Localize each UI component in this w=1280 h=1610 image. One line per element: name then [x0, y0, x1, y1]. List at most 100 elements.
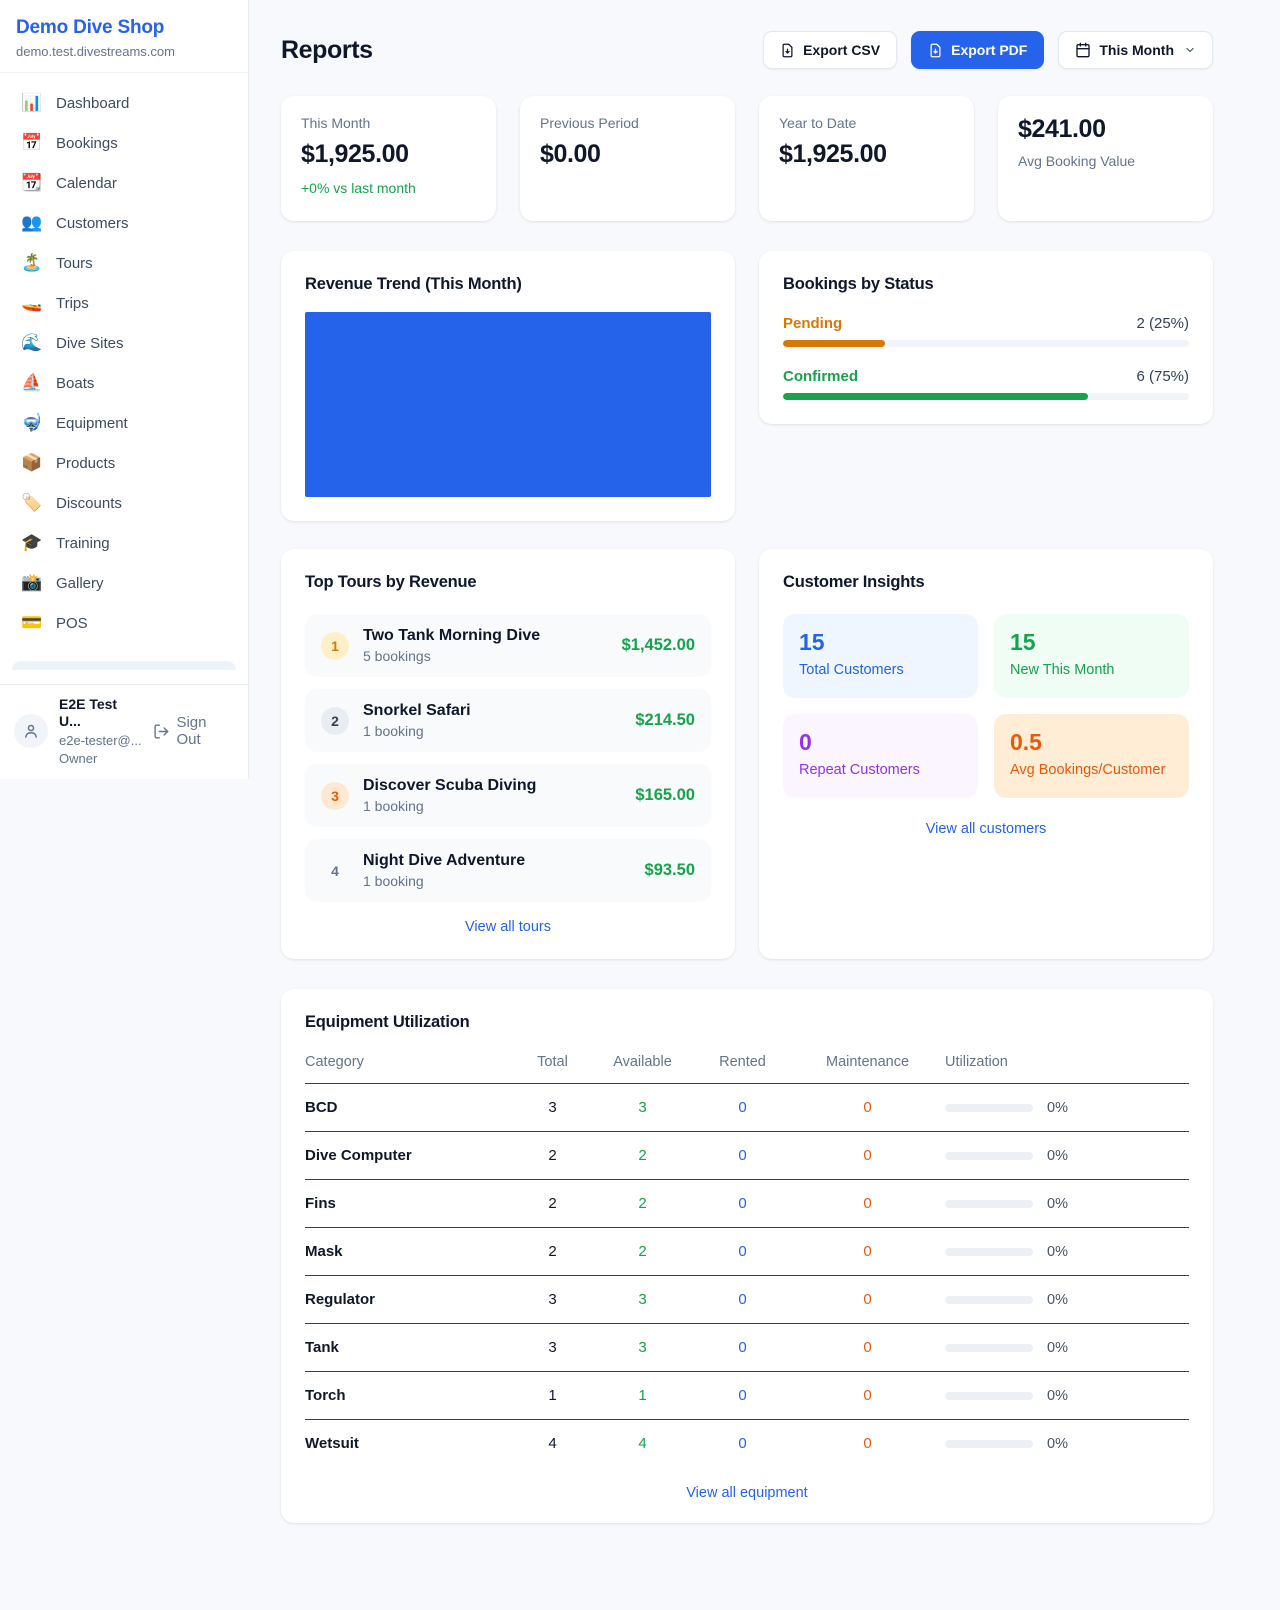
status-label: Confirmed [783, 368, 858, 385]
stat-delta: +0% vs last month [301, 180, 416, 196]
sidebar-item-reports-active[interactable] [12, 661, 236, 670]
cell-category: Dive Computer [305, 1131, 505, 1180]
table-row: Tank 3 3 0 0 0% [305, 1323, 1189, 1372]
sidebar-item-training[interactable]: 🎓 Training [12, 523, 236, 563]
utilization-percent: 0% [1047, 1195, 1068, 1212]
insight-tile-new-this-month: 15 New This Month [994, 614, 1189, 698]
sidebar-item-gallery[interactable]: 📸 Gallery [12, 563, 236, 603]
sidebar-item-calendar[interactable]: 📆 Calendar [12, 163, 236, 203]
table-row: Torch 1 1 0 0 0% [305, 1371, 1189, 1420]
brand-domain: demo.test.divestreams.com [16, 44, 175, 59]
rank-badge: 2 [321, 706, 349, 735]
sidebar-item-label: Dive Sites [56, 334, 124, 352]
utilization-bar [945, 1391, 1033, 1400]
sidebar-user-footer: E2E Test U... e2e-tester@... Owner Sign … [0, 683, 248, 780]
sidebar-item-dashboard[interactable]: 📊 Dashboard [12, 83, 236, 123]
table-row: Dive Computer 2 2 0 0 0% [305, 1131, 1189, 1180]
sidebar-item-trips[interactable]: 🚤 Trips [12, 283, 236, 323]
avatar [14, 714, 48, 749]
stat-label: Avg Booking Value [1018, 153, 1136, 169]
speedboat-icon: 🚤 [21, 293, 43, 312]
cell-total: 4 [548, 1435, 557, 1453]
sidebar-item-tours[interactable]: 🏝️ Tours [12, 243, 236, 283]
status-label: Pending [783, 315, 843, 332]
insights-row: Top Tours by Revenue 1 Two Tank Morning … [281, 549, 1213, 959]
cell-category: Fins [305, 1179, 505, 1228]
cell-utilization: 0% [935, 1371, 1189, 1420]
bookings-status-title: Bookings by Status [783, 275, 934, 293]
sidebar-item-label: Calendar [56, 174, 117, 192]
period-dropdown[interactable]: This Month [1058, 31, 1213, 69]
stat-card-this-month: This Month $1,925.00 +0% vs last month [281, 96, 496, 221]
tour-bookings: 5 bookings [363, 648, 431, 664]
sidebar-item-discounts[interactable]: 🏷️ Discounts [12, 483, 236, 523]
stat-cards: This Month $1,925.00 +0% vs last month P… [281, 96, 1213, 221]
utilization-percent: 0% [1047, 1339, 1068, 1356]
sign-out-icon [154, 724, 169, 739]
stat-label: Year to Date [779, 115, 857, 131]
export-csv-button[interactable]: Export CSV [763, 31, 898, 69]
view-all-equipment-link[interactable]: View all equipment [686, 1484, 808, 1501]
sidebar-item-equipment[interactable]: 🤿 Equipment [12, 403, 236, 443]
revenue-trend-title: Revenue Trend (This Month) [305, 275, 522, 293]
insight-label: Total Customers [799, 662, 904, 678]
utilization-percent: 0% [1047, 1147, 1068, 1164]
sidebar-item-label: Boats [56, 374, 95, 392]
sidebar-item-dive-sites[interactable]: 🌊 Dive Sites [12, 323, 236, 363]
diving-mask-icon: 🤿 [21, 413, 43, 432]
bookings-status-panel: Bookings by Status Pending 2 (25%) Confi… [759, 251, 1213, 424]
insight-value: 15 [799, 629, 825, 655]
cell-rented: 0 [685, 1323, 800, 1372]
status-progress-track [783, 340, 1189, 347]
person-icon [25, 724, 37, 738]
insight-label: Repeat Customers [799, 762, 920, 778]
cell-utilization: 0% [935, 1420, 1189, 1468]
cell-available: 1 [600, 1371, 685, 1420]
cell-rented: 0 [685, 1275, 800, 1324]
view-all-tours-link[interactable]: View all tours [465, 919, 551, 935]
cell-utilization: 0% [935, 1131, 1189, 1180]
revenue-trend-panel: Revenue Trend (This Month) [281, 251, 735, 521]
cell-available: 3 [600, 1275, 685, 1324]
sidebar: Demo Dive Shop demo.test.divestreams.com… [0, 0, 249, 779]
sidebar-item-pos[interactable]: 💳 POS [12, 603, 236, 643]
table-row: BCD 3 3 0 0 0% [305, 1083, 1189, 1132]
sidebar-item-label: POS [56, 614, 88, 632]
utilization-bar [945, 1199, 1033, 1208]
chevron-down-icon [1186, 47, 1194, 53]
cell-total: 2 [505, 1131, 600, 1180]
sailboat-icon: ⛵ [21, 373, 43, 392]
view-all-customers-link[interactable]: View all customers [925, 821, 1047, 837]
customer-insights-panel: Customer Insights 15 Total Customers 15 … [759, 549, 1213, 959]
export-pdf-button[interactable]: Export PDF [911, 31, 1045, 69]
sidebar-item-boats[interactable]: ⛵ Boats [12, 363, 236, 403]
utilization-percent: 0% [1047, 1291, 1068, 1308]
cell-total: 3 [505, 1083, 600, 1132]
insight-label: Avg Bookings/Customer [1010, 762, 1166, 778]
cell-maintenance: 0 [863, 1435, 872, 1453]
tour-revenue: $214.50 [635, 711, 695, 729]
sidebar-item-bookings[interactable]: 📅 Bookings [12, 123, 236, 163]
cell-total: 3 [505, 1323, 600, 1372]
sidebar-item-customers[interactable]: 👥 Customers [12, 203, 236, 243]
cell-total: 2 [505, 1227, 600, 1276]
export-pdf-label: Export PDF [951, 42, 1028, 58]
tour-revenue: $165.00 [635, 786, 695, 804]
top-tours-title: Top Tours by Revenue [305, 573, 477, 591]
rank-badge: 1 [321, 631, 349, 660]
sidebar-item-products[interactable]: 📦 Products [12, 443, 236, 483]
tour-name: Discover Scuba Diving [363, 777, 537, 794]
cell-available: 4 [638, 1435, 647, 1453]
cell-maintenance: 0 [800, 1179, 935, 1228]
cell-category: Mask [305, 1227, 505, 1276]
sign-out-button[interactable]: Sign Out [153, 714, 234, 748]
user-name: E2E Test U... [59, 695, 118, 730]
people-icon: 👥 [21, 213, 43, 232]
cell-category: Regulator [305, 1275, 505, 1324]
cell-available: 2 [600, 1131, 685, 1180]
insight-label: New This Month [1010, 662, 1115, 678]
cell-rented: 0 [685, 1179, 800, 1228]
table-row: Fins 2 2 0 0 0% [305, 1179, 1189, 1228]
insight-value: 0.5 [1010, 729, 1042, 755]
table-row: Mask 2 2 0 0 0% [305, 1227, 1189, 1276]
